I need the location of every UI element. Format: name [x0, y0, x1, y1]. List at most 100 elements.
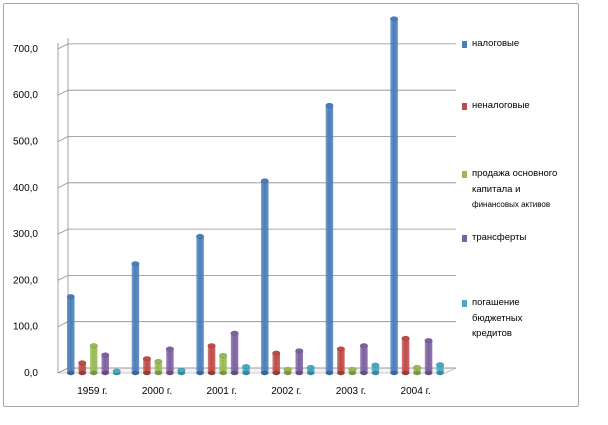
bar [177, 367, 186, 376]
bar-base [360, 370, 368, 376]
bar-base [371, 370, 380, 376]
bar-top [131, 261, 140, 267]
bar [154, 359, 163, 376]
bar-base [337, 370, 345, 376]
bar-base [401, 370, 410, 376]
bar [348, 366, 357, 376]
bar-top [436, 362, 445, 368]
bar-top [101, 352, 110, 358]
y-axis: 0,0 100,0 200,0 300,0 400,0 500,0 600,0 700,0 [13, 37, 69, 379]
legend-swatch [462, 103, 467, 110]
bar [325, 102, 334, 376]
bar-base [261, 370, 269, 376]
legend-swatch [462, 300, 467, 307]
bar-body [371, 365, 380, 373]
x-tick-label: 2003 г. [336, 386, 366, 397]
bar [89, 343, 98, 376]
bar [165, 346, 174, 376]
bar-body [78, 362, 86, 373]
bar-body [272, 353, 280, 373]
bar [390, 16, 399, 376]
bar-base [272, 370, 280, 376]
bar-body [207, 345, 216, 373]
bar [112, 368, 121, 376]
bar-top [306, 365, 315, 370]
bar-top [165, 346, 174, 352]
bar [230, 330, 239, 376]
bar-body [143, 358, 151, 373]
bar [78, 360, 87, 376]
bar-top [66, 294, 75, 300]
y-tick-label: 400,0 [13, 183, 38, 194]
bar [371, 362, 380, 376]
bar [413, 365, 422, 376]
bar-base [295, 370, 303, 376]
legend-label: погашение [472, 297, 520, 308]
bar-body [295, 350, 303, 373]
x-tick-label: 1959 г. [77, 386, 107, 397]
bar-body [307, 367, 315, 373]
chart-frame [3, 3, 579, 407]
y-tick-label: 200,0 [13, 275, 38, 286]
bar-body [230, 333, 239, 373]
bar-body [436, 364, 444, 373]
bar-base [131, 370, 140, 376]
bar-body [67, 296, 75, 373]
bar-top [401, 335, 410, 341]
bar-body [90, 345, 98, 373]
x-tick-label: 2001 г. [207, 386, 237, 397]
y-tick-label: 700,0 [13, 44, 38, 55]
bar-base [413, 370, 421, 376]
bar-top [359, 343, 368, 349]
bar-top [219, 353, 228, 358]
y-tick-label: 0,0 [24, 368, 38, 379]
bar-base [348, 370, 357, 376]
bar-body [166, 348, 174, 373]
bar [131, 261, 140, 376]
bar [242, 364, 251, 376]
bar-base [78, 370, 86, 376]
legend-swatch [462, 41, 467, 48]
bar-body [101, 354, 109, 373]
bar [66, 294, 75, 376]
bar-base [154, 370, 163, 376]
bar-body [196, 236, 204, 373]
bar-top [413, 365, 422, 370]
bar-top [207, 343, 216, 349]
bar-base [436, 370, 444, 376]
legend-label: финансовых активов [472, 200, 550, 209]
legend-label: продажа основного [472, 168, 557, 179]
bar-top [177, 367, 186, 373]
bar-top [424, 338, 433, 343]
bar-top [196, 234, 205, 239]
bar-body [219, 355, 227, 373]
legend-item: продажа основного капитала и финансовых ак… [462, 168, 557, 209]
bar [283, 366, 292, 376]
legend-label: бюджетных [472, 313, 523, 324]
bar-top [154, 359, 163, 364]
bar [306, 365, 315, 376]
x-tick-label: 2004 г. [401, 386, 431, 397]
bar-top [272, 350, 281, 356]
bar-base [390, 370, 398, 376]
legend-label: капитала и [472, 184, 520, 195]
bar [272, 350, 281, 376]
bar-top [371, 362, 380, 368]
bar-top [78, 360, 87, 366]
bar-base [307, 370, 315, 376]
bar-base [284, 370, 292, 376]
bar-top [89, 343, 98, 349]
bar-body [154, 361, 163, 373]
bar [219, 353, 228, 376]
x-tick-label: 2000 г. [142, 386, 172, 397]
y-tick-label: 300,0 [13, 229, 38, 240]
bar-body [413, 367, 421, 373]
legend-item: налоговые [462, 38, 519, 49]
bar-body [337, 348, 345, 373]
bar-base [219, 370, 227, 376]
legend-label: кредитов [472, 328, 512, 339]
bar-body [360, 345, 368, 373]
bar-body [261, 180, 269, 373]
y-tick-label: 100,0 [13, 322, 38, 333]
